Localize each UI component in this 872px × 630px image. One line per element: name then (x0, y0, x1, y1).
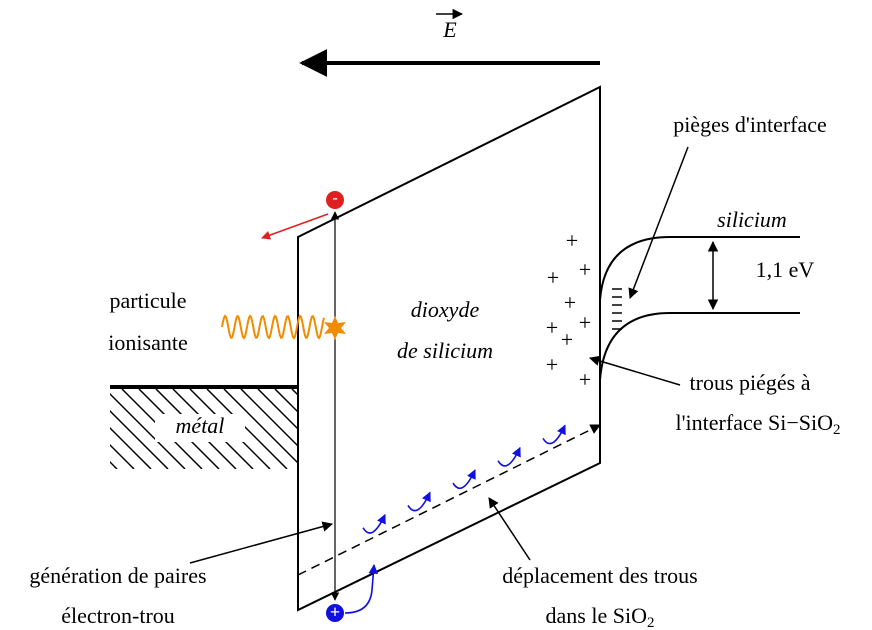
trap-levels (612, 288, 622, 330)
transport-arrow (488, 497, 531, 561)
traps-arrow (628, 146, 689, 299)
conduction-band (599, 236, 800, 301)
hop-arrow (497, 446, 521, 467)
hole-charge: + (579, 310, 591, 335)
hatch-line (223, 389, 298, 465)
transport-label: dans le SiO2 (546, 603, 655, 630)
hop-arrow (452, 469, 476, 490)
hatch-line (110, 426, 152, 469)
hatch-line (20, 389, 100, 469)
oxide-label: dioxyde (411, 297, 480, 322)
metal-label-bg (155, 414, 245, 442)
hole-hops (362, 424, 566, 534)
hatch-line (110, 409, 169, 469)
electron (326, 191, 344, 209)
valence-band (599, 312, 800, 381)
text: dans le SiO (546, 603, 647, 628)
particle-wave (221, 314, 325, 340)
electron-symbol: - (332, 190, 337, 207)
generation-label: génération de paires (29, 563, 206, 588)
oxide-label: de silicium (397, 338, 493, 363)
hatch-line (291, 389, 298, 397)
oxide (297, 85, 601, 612)
hatch-line (240, 389, 298, 448)
particle-label: ionisante (108, 330, 187, 355)
hatch-line (110, 392, 186, 469)
gap-label: 1,1 eV (756, 257, 815, 282)
hatch-line (110, 443, 135, 469)
transport-label: déplacement des trous (502, 563, 698, 588)
trapped-arrow (588, 355, 681, 386)
hole-charge: + (546, 352, 558, 377)
field-label: E (442, 17, 457, 42)
traps-label: pièges d'interface (673, 112, 827, 137)
hatch-line (257, 389, 298, 431)
generation-label: électron-trou (61, 603, 175, 628)
trapped-holes: ++ +++ ++++ (546, 228, 591, 392)
text: l'interface Si−SiO (675, 410, 833, 435)
hole-symbol: + (330, 602, 340, 622)
hop-arrow (542, 424, 566, 445)
hole (326, 604, 344, 622)
trapped-label: l'interface Si−SiO2 (675, 410, 840, 438)
hatch-line (110, 460, 118, 469)
hatch-line (206, 389, 288, 469)
trapped-label: trous piégés à (690, 370, 811, 395)
hole-charge: + (564, 290, 576, 315)
hop-arrow (407, 491, 431, 512)
subscript: 2 (833, 422, 841, 438)
hop-arrow (362, 513, 386, 534)
electron-arrow (261, 213, 329, 240)
hole-charge: + (547, 265, 559, 290)
hole-charge: + (579, 367, 591, 392)
metal-label: métal (176, 413, 225, 438)
generation-arrow (189, 521, 334, 564)
hole-charge: + (579, 257, 591, 282)
hole-charge: + (561, 327, 573, 352)
hatch-line (274, 389, 298, 414)
hole-arrow (344, 564, 379, 614)
hole-charge: + (546, 315, 558, 340)
silicon-label: silicium (717, 207, 787, 232)
subscript: 2 (647, 615, 655, 630)
particle-label: particule (110, 288, 187, 313)
impact-star (324, 316, 346, 340)
hole-charge: + (566, 228, 578, 253)
hatch-line (309, 389, 389, 469)
transport-line (297, 424, 601, 576)
